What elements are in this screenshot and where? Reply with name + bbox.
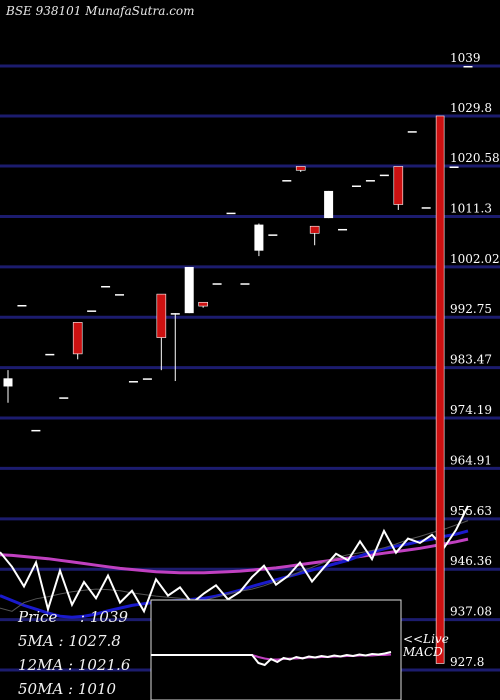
y-tick-label-3: 1011.3 <box>450 201 492 215</box>
ma5-sep: : <box>53 632 69 650</box>
price-trend-line <box>0 505 469 614</box>
candle-body-20 <box>282 180 292 182</box>
y-tick-label-1: 1029.8 <box>450 101 492 115</box>
ma-short-line <box>0 520 469 612</box>
y-tick-label-12: 927.8 <box>450 655 484 669</box>
candle-body-17 <box>240 283 250 285</box>
candle-body-30 <box>421 207 431 209</box>
candle-body-16 <box>226 212 236 215</box>
candle-body-28 <box>393 166 404 205</box>
y-tick-label-7: 974.19 <box>450 403 492 417</box>
candle-body-27 <box>379 174 389 177</box>
candle-body-14 <box>198 301 208 307</box>
candle-body-10 <box>142 378 152 380</box>
price-row: Price: 1039 <box>18 608 128 626</box>
candle-body-5 <box>72 322 83 355</box>
macd-panel <box>150 599 402 700</box>
y-tick-label-0: 1039 <box>450 51 481 65</box>
ma-mid-line <box>0 529 469 619</box>
candlesticks <box>3 66 473 664</box>
candle-body-2 <box>31 429 41 432</box>
candle-body-1 <box>17 304 27 307</box>
ma5-row: 5MA : 1027.8 <box>18 632 121 650</box>
candle-body-32 <box>449 166 459 168</box>
y-tick-label-6: 983.47 <box>450 353 492 367</box>
macd-caption-title: MACD <box>403 645 443 659</box>
candle-body-24 <box>338 228 348 231</box>
ma50-sep: : <box>63 680 78 698</box>
y-axis-ticks: 1039 1029.8 1020.58 1011.3 1002.02 992.75 983.… <box>450 51 500 669</box>
y-tick-label-4: 1002.02 <box>450 252 500 266</box>
ma50-row: 50MA : 1010 <box>18 680 116 698</box>
ma5-value: 1027.8 <box>68 632 121 650</box>
chart-header: BSE 938101 MunafaSutra.com <box>6 4 195 18</box>
ma-long-line <box>0 537 469 575</box>
y-tick-label-9: 955.63 <box>450 504 492 518</box>
y-tick-label-10: 946.36 <box>450 554 492 568</box>
candle-body-21 <box>295 166 306 171</box>
candle-body-22 <box>309 225 320 234</box>
price-label: Price <box>18 608 58 626</box>
macd-caption-live: <<Live <box>403 632 449 646</box>
candle-body-3 <box>45 353 55 356</box>
y-tick-label-11: 937.08 <box>450 605 492 619</box>
candle-body-13 <box>184 266 194 314</box>
candle-body-4 <box>59 397 69 399</box>
candle-body-26 <box>365 180 375 182</box>
candle-body-0 <box>3 378 13 387</box>
ma12-sep: : <box>63 656 78 674</box>
candle-body-12 <box>170 313 180 315</box>
ma12-row: 12MA : 1021.6 <box>18 656 130 674</box>
ma50-label: 50MA <box>18 680 64 698</box>
macd-frame <box>150 599 402 700</box>
price-value: 1039 <box>89 608 129 626</box>
ma5-label: 5MA <box>18 632 54 650</box>
candle-body-15 <box>212 283 222 285</box>
candle-body-33 <box>463 66 473 68</box>
candle-body-18 <box>254 224 264 251</box>
ma50-value: 1010 <box>77 680 117 698</box>
candle-body-7 <box>101 285 111 288</box>
y-tick-label-8: 964.91 <box>450 453 492 467</box>
candle-body-9 <box>128 381 138 383</box>
candle-body-25 <box>351 185 361 187</box>
candle-body-6 <box>87 310 97 312</box>
candle-body-19 <box>268 234 278 236</box>
price-sep: : <box>80 608 90 626</box>
moving-average-lines <box>0 505 469 619</box>
candle-body-31 <box>435 115 445 664</box>
candle-body-11 <box>156 293 167 338</box>
macd-line <box>151 651 392 667</box>
candle-body-29 <box>407 131 417 133</box>
ma12-label: 12MA <box>18 656 64 674</box>
ma12-value: 1021.6 <box>77 656 131 674</box>
y-tick-label-5: 992.75 <box>450 302 492 316</box>
macd-caption: <<Live MACD <box>403 633 449 659</box>
candle-body-8 <box>115 294 125 296</box>
candle-body-23 <box>324 190 334 219</box>
y-tick-label-2: 1020.58 <box>450 151 500 165</box>
